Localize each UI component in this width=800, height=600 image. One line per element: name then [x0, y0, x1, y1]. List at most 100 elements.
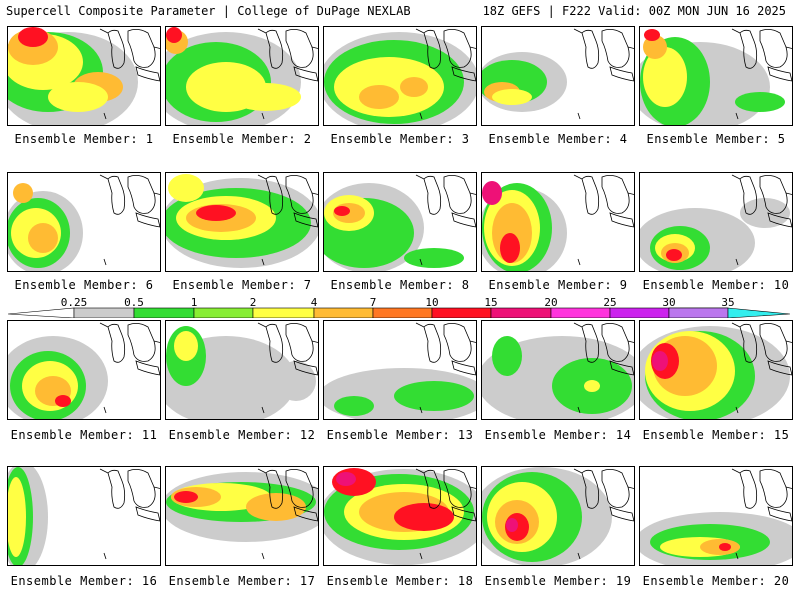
member-caption-3: Ensemble Member: 3: [330, 132, 470, 146]
colorbar-tick-label: 0.5: [124, 296, 144, 309]
coastline: [257, 322, 318, 343]
coastline: [99, 322, 160, 343]
coastline: [731, 28, 792, 49]
coastline: [415, 174, 476, 195]
colorbar-tick-label: 4: [310, 296, 318, 309]
member-panel-18: [323, 466, 477, 566]
great-lakes-outline: [739, 175, 792, 228]
scp-contour: [231, 83, 301, 111]
member-map: [482, 322, 634, 419]
member-panel-20: [639, 466, 793, 566]
member-panel-5: [639, 26, 793, 126]
member-panel-15: [639, 320, 793, 420]
scp-contour: [334, 396, 374, 416]
colorbar-tick-label: 10: [425, 296, 439, 309]
member-panel-14: [481, 320, 635, 420]
member-map: [8, 467, 160, 565]
scp-contour: [652, 351, 668, 371]
coastline: [257, 174, 318, 195]
great-lakes-outline: [739, 323, 792, 376]
coastline: [573, 28, 634, 49]
river-mark: [577, 112, 581, 120]
member-map: [166, 468, 318, 560]
member-map: [324, 468, 476, 565]
river-mark: [735, 112, 739, 120]
member-panel-17: [165, 466, 319, 566]
member-caption-15: Ensemble Member: 15: [642, 428, 790, 442]
scp-contour: [492, 89, 532, 105]
member-map: [166, 27, 318, 125]
great-lakes-outline: [265, 29, 318, 82]
coastline: [99, 174, 160, 195]
great-lakes-outline: [581, 29, 634, 82]
great-lakes-outline: [423, 323, 476, 376]
river-mark: [103, 406, 107, 414]
coastline: [573, 174, 634, 195]
colorbar-segment: [133, 307, 195, 318]
great-lakes-outline: [739, 29, 792, 82]
colorbar-segment: [193, 307, 254, 318]
great-lakes-outline: [265, 323, 318, 376]
scp-contour: [166, 27, 182, 43]
member-panel-1: [7, 26, 161, 126]
page-title: Supercell Composite Parameter | College …: [6, 4, 411, 18]
scp-contour: [246, 493, 306, 521]
colorbar-tick-label: 25: [603, 296, 617, 309]
scp-contour: [735, 92, 785, 112]
colorbar-high-arrow: [727, 307, 791, 318]
member-map: [482, 174, 634, 271]
coastline: [731, 468, 792, 489]
member-panel-7: [165, 172, 319, 272]
coastline: [257, 468, 318, 489]
member-map: [166, 174, 318, 268]
member-map: [324, 28, 476, 125]
scp-contour: [740, 198, 790, 228]
member-caption-5: Ensemble Member: 5: [646, 132, 786, 146]
scp-contour: [400, 77, 428, 97]
member-caption-6: Ensemble Member: 6: [14, 278, 154, 292]
great-lakes-outline: [739, 469, 792, 522]
member-panel-6: [7, 172, 161, 272]
scp-contour: [404, 248, 464, 268]
river-mark: [261, 406, 265, 414]
colorbar-segment: [490, 307, 552, 318]
coastline: [257, 28, 318, 49]
river-mark: [735, 258, 739, 266]
great-lakes-outline: [581, 323, 634, 376]
scp-contour: [644, 29, 660, 41]
scp-contour: [168, 174, 204, 202]
colorbar-tick-label: 35: [721, 296, 735, 309]
member-panel-11: [7, 320, 161, 420]
colorbar-tick-label: 2: [249, 296, 257, 309]
member-caption-14: Ensemble Member: 14: [484, 428, 632, 442]
river-mark: [419, 112, 423, 120]
great-lakes-outline: [265, 469, 318, 522]
member-caption-11: Ensemble Member: 11: [10, 428, 158, 442]
colorbar-tick-label: 0.25: [60, 296, 88, 309]
great-lakes-outline: [423, 469, 476, 522]
scp-contour: [500, 233, 520, 263]
river-mark: [103, 112, 107, 120]
colorbar-tick-label: 20: [544, 296, 558, 309]
scp-contour: [18, 27, 48, 47]
member-caption-1: Ensemble Member: 1: [14, 132, 154, 146]
member-caption-2: Ensemble Member: 2: [172, 132, 312, 146]
colorbar-segment: [668, 307, 729, 318]
scp-contour: [8, 477, 26, 557]
member-panel-4: [481, 26, 635, 126]
coastline: [99, 468, 160, 489]
member-panel-9: [481, 172, 635, 272]
scp-contour: [394, 503, 454, 531]
member-panel-13: [323, 320, 477, 420]
member-caption-8: Ensemble Member: 8: [330, 278, 470, 292]
member-caption-16: Ensemble Member: 16: [10, 574, 158, 588]
member-caption-19: Ensemble Member: 19: [484, 574, 632, 588]
member-caption-20: Ensemble Member: 20: [642, 574, 790, 588]
member-map: [640, 468, 792, 565]
colorbar-tick-label: 15: [484, 296, 498, 309]
scp-contour: [276, 361, 316, 401]
member-map: [8, 322, 160, 419]
member-caption-7: Ensemble Member: 7: [172, 278, 312, 292]
scp-contour: [492, 336, 522, 376]
member-map: [482, 467, 634, 565]
